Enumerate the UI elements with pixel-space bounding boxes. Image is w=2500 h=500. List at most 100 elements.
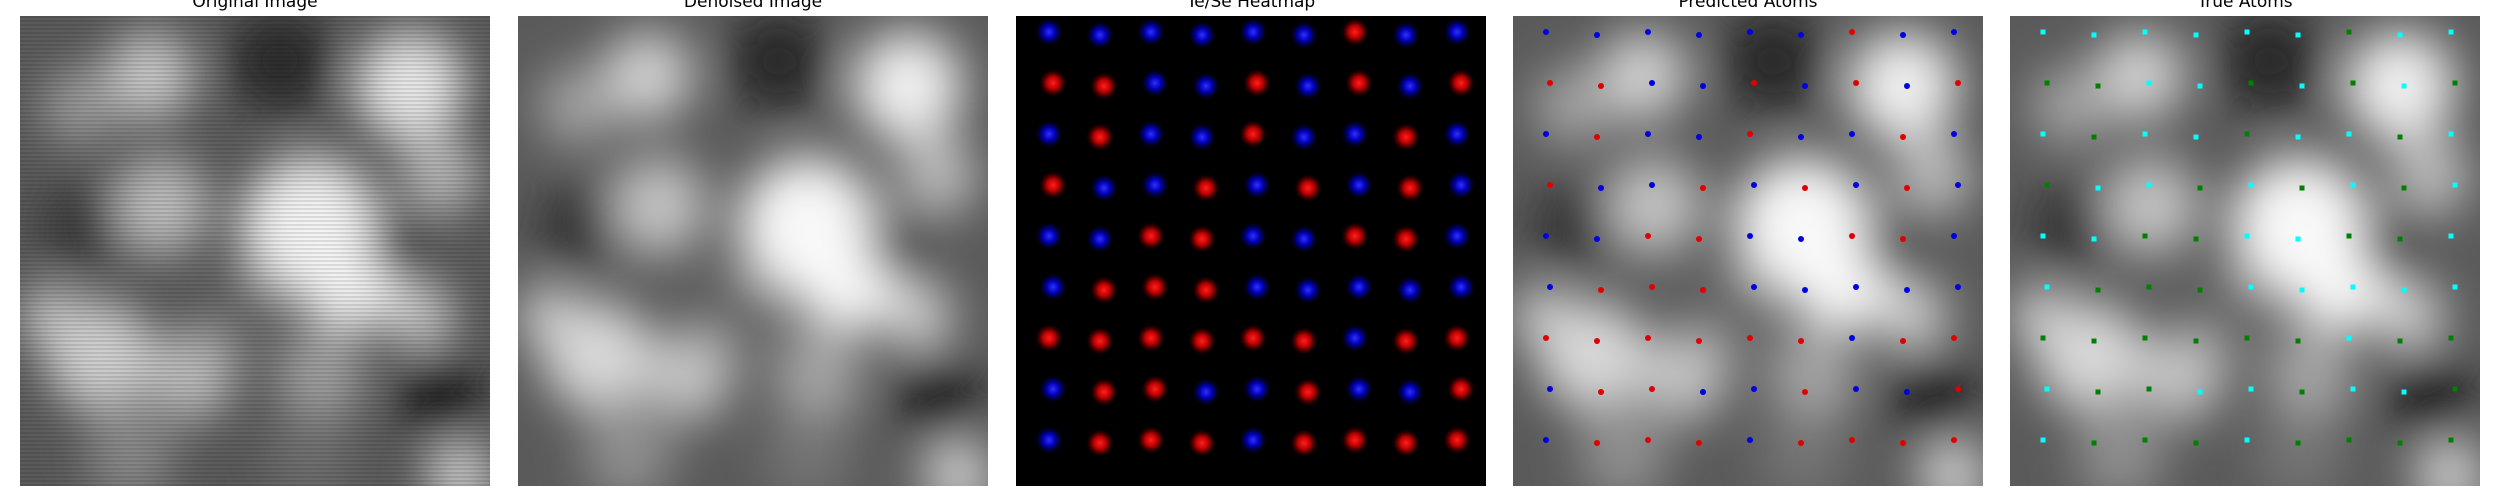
predicted-te-atom [1849, 233, 1855, 239]
te-heat-blob [1345, 69, 1373, 97]
true-te-atom [2146, 80, 2152, 86]
true-te-atom [2142, 131, 2148, 137]
true-se-atom [2401, 185, 2407, 191]
predicted-se-atom [1547, 284, 1553, 290]
te-heat-blob [1443, 324, 1471, 352]
true-te-atom [2044, 284, 2050, 290]
se-heat-blob [1345, 171, 1373, 199]
predicted-se-atom [1696, 134, 1702, 140]
te-heat-blob [1188, 429, 1216, 457]
te-heat-blob [1443, 426, 1471, 454]
true-atoms [2010, 16, 2480, 486]
se-heat-blob [1039, 273, 1067, 301]
predicted-se-atom [1751, 386, 1757, 392]
se-heat-blob [1341, 324, 1369, 352]
true-te-atom [2040, 29, 2046, 35]
true-se-atom [2397, 236, 2403, 242]
predicted-te-atom [1594, 338, 1600, 344]
se-heat-blob [1294, 72, 1322, 100]
te-heat-blob [1396, 174, 1424, 202]
true-te-atom [2299, 83, 2305, 89]
predicted-te-atom [1904, 185, 1910, 191]
te-heat-blob [1137, 324, 1165, 352]
se-heat-blob [1396, 378, 1424, 406]
predicted-te-atom [1951, 437, 1957, 443]
te-heat-blob [1392, 123, 1420, 151]
predicted-se-atom [1645, 131, 1651, 137]
predicted-se-atom [1904, 83, 1910, 89]
predicted-se-atom [1700, 389, 1706, 395]
true-se-atom [2142, 335, 2148, 341]
true-se-atom [2095, 389, 2101, 395]
te-heat-blob [1137, 426, 1165, 454]
te-heat-blob [1294, 378, 1322, 406]
predicted-te-atom [1955, 386, 1961, 392]
te-heat-blob [1086, 327, 1114, 355]
true-te-atom [2401, 389, 2407, 395]
true-se-atom [2142, 233, 2148, 239]
se-heat-blob [1035, 222, 1063, 250]
true-te-atom [2244, 233, 2250, 239]
true-se-atom [2346, 233, 2352, 239]
true-te-atom [2299, 287, 2305, 293]
predicted-te-atom [1547, 80, 1553, 86]
se-heat-blob [1294, 276, 1322, 304]
true-te-atom [2448, 29, 2454, 35]
se-heat-blob [1341, 120, 1369, 148]
denoised-image [518, 16, 988, 486]
true-se-atom [2193, 236, 2199, 242]
true-se-atom [2146, 386, 2152, 392]
true-se-atom [2244, 131, 2250, 137]
predicted-te-atom [1700, 185, 1706, 191]
predicted-te-atom [1955, 80, 1961, 86]
se-heat-blob [1239, 18, 1267, 46]
heatmap-panel [1016, 16, 1486, 486]
panel-title-original: Original Image [192, 0, 318, 12]
predicted-se-atom [1904, 287, 1910, 293]
predicted-se-atom [1594, 32, 1600, 38]
predicted-te-atom [1700, 287, 1706, 293]
te-heat-blob [1090, 72, 1118, 100]
predicted-te-atom [1696, 338, 1702, 344]
se-heat-blob [1443, 120, 1471, 148]
predicted-te-atom [1543, 335, 1549, 341]
te-heat-blob [1447, 69, 1475, 97]
te-heat-blob [1294, 174, 1322, 202]
te-heat-blob [1447, 375, 1475, 403]
te-heat-blob [1188, 225, 1216, 253]
se-heat-blob [1137, 18, 1165, 46]
true-te-atom [2044, 386, 2050, 392]
true-se-atom [2091, 338, 2097, 344]
true-te-atom [2193, 32, 2199, 38]
predicted-te-atom [1649, 284, 1655, 290]
predicted-se-atom [1649, 182, 1655, 188]
predicted-se-atom [1955, 182, 1961, 188]
predicted-se-atom [1747, 233, 1753, 239]
true-te-atom [2346, 335, 2352, 341]
te-se-heatmap [1016, 16, 1486, 486]
predicted-te-atom [1798, 440, 1804, 446]
panel-title-heatmap: Te/Se Heatmap [1186, 0, 1316, 12]
predicted-background [1513, 16, 1983, 486]
true-se-atom [2295, 338, 2301, 344]
te-heat-blob [1086, 123, 1114, 151]
true-se-atom [2299, 389, 2305, 395]
predicted-se-atom [1543, 131, 1549, 137]
predicted-se-atom [1696, 32, 1702, 38]
predicted-se-atom [1798, 32, 1804, 38]
predicted-se-atom [1594, 236, 1600, 242]
true-se-atom [2095, 83, 2101, 89]
predicted-te-atom [1598, 287, 1604, 293]
se-heat-blob [1447, 171, 1475, 199]
predicted-te-atom [1900, 134, 1906, 140]
se-heat-blob [1345, 375, 1373, 403]
te-heat-blob [1039, 69, 1067, 97]
predicted-te-atom [1747, 335, 1753, 341]
true-te-atom [2350, 386, 2356, 392]
true-se-atom [2142, 437, 2148, 443]
se-heat-blob [1239, 426, 1267, 454]
true-se-atom [2193, 440, 2199, 446]
original-image-panel [20, 16, 490, 486]
predicted-te-atom [1547, 182, 1553, 188]
te-heat-blob [1239, 120, 1267, 148]
